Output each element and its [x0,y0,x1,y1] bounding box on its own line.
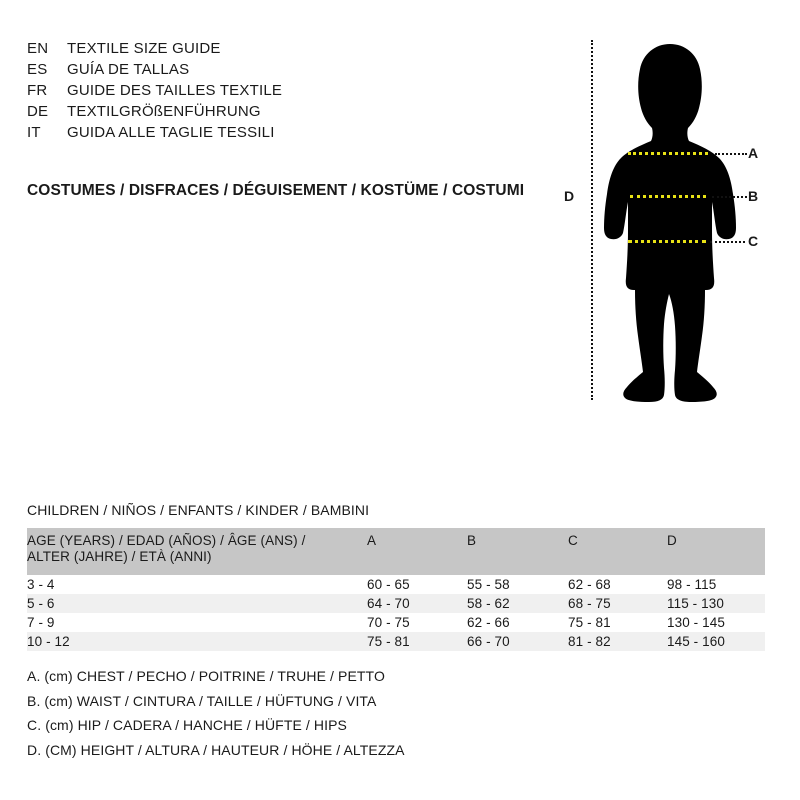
legend-item-c: C. (cm) HIP / CADERA / HANCHE / HÜFTE / … [27,717,347,733]
cell-d: 130 - 145 [667,615,725,630]
language-code-fr: FR [27,82,48,99]
cell-c: 68 - 75 [568,596,611,611]
legend-item-b: B. (cm) WAIST / CINTURA / TAILLE / HÜFTU… [27,692,377,709]
column-header-age-line2: ALTER (JAHRE) / ETÀ (ANNI) [27,549,212,564]
table-row: 10 - 12 75 - 81 66 - 70 81 - 82 145 - 16… [27,632,765,651]
column-header-age: AGE (YEARS) / EDAD (AÑOS) / ÂGE (ANS) / … [27,528,367,575]
height-label-d: D [564,188,575,204]
cell-d: 145 - 160 [667,634,725,649]
language-row-it: IT GUIDA ALLE TAGLIE TESSILI [27,124,547,145]
language-text-it: GUIDA ALLE TAGLIE TESSILI [67,124,275,141]
table-row: 7 - 9 70 - 75 62 - 66 75 - 81 130 - 145 [27,613,765,632]
height-dotted-line [591,40,593,400]
size-table: AGE (YEARS) / EDAD (AÑOS) / ÂGE (ANS) / … [27,528,765,651]
figure-label-a: A [748,145,759,161]
table-caption: CHILDREN / NIÑOS / ENFANTS / KINDER / BA… [27,502,370,518]
legend-item-a: A. (cm) CHEST / PECHO / POITRINE / TRUHE… [27,668,385,684]
cell-age: 10 - 12 [27,634,70,649]
column-header-b: B [467,533,477,548]
hip-leader-line [710,241,745,243]
cell-d: 98 - 115 [667,577,717,592]
column-header-c: C [568,533,578,548]
legend-item-d: D. (CM) HEIGHT / ALTURA / HAUTEUR / HÖHE… [27,741,405,758]
language-code-de: DE [27,103,49,120]
cell-d: 115 - 130 [667,596,724,611]
waist-measure-line [630,195,706,198]
cell-a: 70 - 75 [367,615,410,630]
language-code-it: IT [27,124,41,141]
language-text-fr: GUIDE DES TAILLES TEXTILE [67,82,283,99]
child-silhouette-icon [595,38,745,406]
cell-a: 60 - 65 [367,577,410,592]
language-text-en: TEXTILE SIZE GUIDE [67,40,221,57]
cell-age: 5 - 6 [27,596,55,611]
language-row-es: ES GUÍA DE TALLAS [27,61,547,82]
cell-b: 55 - 58 [467,577,510,592]
cell-b: 66 - 70 [467,634,510,649]
column-header-d: D [667,533,677,548]
cell-a: 75 - 81 [367,634,410,649]
language-row-de: DE TEXTILGRÖßENFÜHRUNG [27,103,547,124]
cell-age: 3 - 4 [27,577,55,592]
column-header-a: A [367,533,377,548]
figure-diagram: D A B C [550,30,800,410]
figure-label-c: C [748,233,759,249]
cell-a: 64 - 70 [367,596,410,611]
cell-age: 7 - 9 [27,615,55,630]
language-list: EN TEXTILE SIZE GUIDE ES GUÍA DE TALLAS … [27,40,547,145]
table-header-row: AGE (YEARS) / EDAD (AÑOS) / ÂGE (ANS) / … [27,528,765,575]
table-row: 3 - 4 60 - 65 55 - 58 62 - 68 98 - 115 [27,575,765,594]
measurement-legend: A. (cm) CHEST / PECHO / POITRINE / TRUHE… [27,664,405,762]
cell-b: 62 - 66 [467,615,510,630]
figure-label-b: B [748,188,759,204]
language-text-de: TEXTILGRÖßENFÜHRUNG [67,103,261,120]
waist-leader-line [712,196,747,198]
cell-b: 58 - 62 [467,596,510,611]
hip-measure-line [628,240,706,243]
cell-c: 62 - 68 [568,577,611,592]
language-row-fr: FR GUIDE DES TAILLES TEXTILE [27,82,547,103]
language-code-en: EN [27,40,49,57]
language-row-en: EN TEXTILE SIZE GUIDE [27,40,547,61]
language-code-es: ES [27,61,48,78]
cell-c: 75 - 81 [568,615,611,630]
language-text-es: GUÍA DE TALLAS [67,61,190,78]
column-header-age-line1: AGE (YEARS) / EDAD (AÑOS) / ÂGE (ANS) / [27,533,306,548]
chest-leader-line [715,153,747,155]
chest-measure-line [628,152,708,155]
table-row: 5 - 6 64 - 70 58 - 62 68 - 75 115 - 130 [27,594,765,613]
costume-title: COSTUMES / DISFRACES / DÉGUISEMENT / KOS… [27,182,525,199]
cell-c: 81 - 82 [568,634,611,649]
